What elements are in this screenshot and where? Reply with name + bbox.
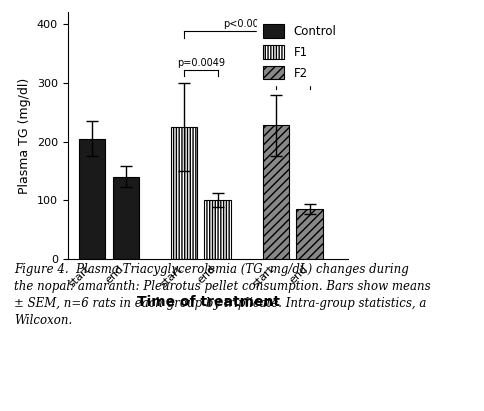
- Bar: [205, 200, 231, 259]
- Bar: [78, 139, 106, 259]
- Bar: [296, 209, 323, 259]
- Text: p<0.0001: p<0.0001: [223, 19, 271, 29]
- Text: p=0.0020: p=0.0020: [269, 70, 317, 81]
- X-axis label: Time of treatment: Time of treatment: [136, 295, 280, 309]
- Text: Figure 4.  Plasma Triacyglycerolemia (TG, mg/dL) changes during
the nopal: amara: Figure 4. Plasma Triacyglycerolemia (TG,…: [15, 263, 431, 327]
- Legend: Control, F1, F2: Control, F1, F2: [257, 18, 343, 85]
- Y-axis label: Plasma TG (mg/dl): Plasma TG (mg/dl): [18, 78, 31, 194]
- Bar: [263, 125, 289, 259]
- Text: p=0.0049: p=0.0049: [177, 58, 225, 67]
- Bar: [112, 177, 139, 259]
- Bar: [171, 127, 197, 259]
